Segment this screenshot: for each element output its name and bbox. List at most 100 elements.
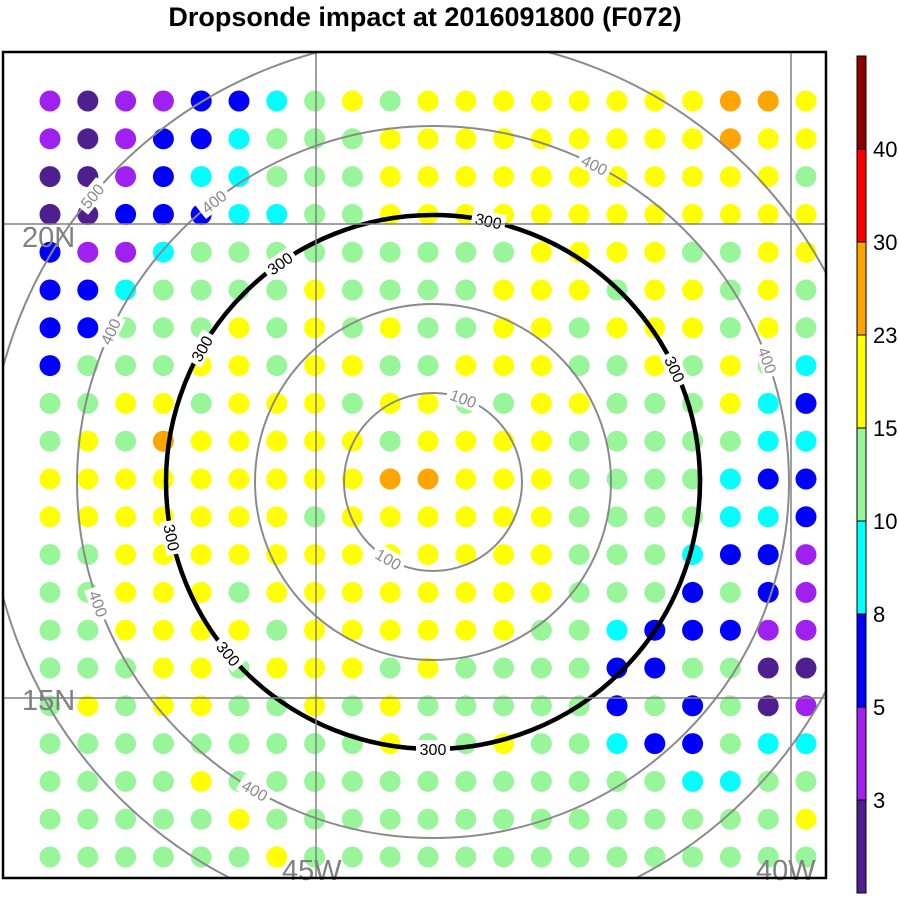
impact-dot bbox=[115, 166, 137, 188]
impact-dot bbox=[379, 166, 401, 188]
impact-dot bbox=[719, 166, 741, 188]
impact-dot bbox=[757, 695, 779, 717]
impact-dot bbox=[266, 317, 288, 339]
impact-dot bbox=[719, 619, 741, 641]
impact-dot bbox=[833, 695, 854, 716]
impact-dot bbox=[228, 506, 250, 528]
impact-dot bbox=[115, 733, 137, 755]
impact-dot bbox=[115, 90, 137, 112]
impact-dot bbox=[152, 657, 174, 679]
colorbar-label: 3 bbox=[873, 788, 885, 813]
impact-dot bbox=[190, 581, 212, 603]
impact-dot bbox=[379, 808, 401, 830]
impact-dot bbox=[304, 355, 326, 377]
impact-dot bbox=[77, 279, 99, 301]
impact-dot bbox=[606, 506, 628, 528]
impact-dot bbox=[304, 770, 326, 792]
impact-dot bbox=[606, 355, 628, 377]
impact-dot bbox=[493, 90, 515, 112]
impact-dot bbox=[795, 430, 817, 452]
impact-dot bbox=[833, 582, 854, 603]
impact-dot bbox=[115, 468, 137, 490]
impact-dot bbox=[606, 846, 628, 868]
impact-dot bbox=[606, 770, 628, 792]
impact-dot bbox=[833, 620, 854, 641]
impact-dot bbox=[455, 581, 477, 603]
impact-dot bbox=[190, 128, 212, 150]
impact-dot bbox=[39, 544, 61, 566]
contour-label: 400 bbox=[85, 589, 110, 620]
impact-dot bbox=[530, 430, 552, 452]
impact-dot bbox=[606, 619, 628, 641]
colorbar-bin bbox=[857, 521, 866, 614]
impact-dot bbox=[379, 657, 401, 679]
impact-dot bbox=[833, 242, 854, 263]
impact-dot bbox=[795, 619, 817, 641]
impact-dot bbox=[682, 279, 704, 301]
impact-dot bbox=[228, 392, 250, 414]
colorbar-bin bbox=[857, 614, 866, 707]
colorbar-bin bbox=[857, 428, 866, 521]
impact-dot bbox=[77, 90, 99, 112]
impact-dot bbox=[228, 317, 250, 339]
impact-dot bbox=[417, 392, 439, 414]
impact-dot bbox=[493, 619, 515, 641]
impact-dot bbox=[152, 203, 174, 225]
impact-dot bbox=[757, 90, 779, 112]
impact-dot bbox=[682, 581, 704, 603]
impact-dot bbox=[644, 279, 666, 301]
impact-dot bbox=[833, 809, 854, 830]
impact-dot bbox=[530, 808, 552, 830]
impact-dot bbox=[531, 884, 552, 900]
impact-dot bbox=[77, 808, 99, 830]
impact-dot bbox=[115, 808, 137, 830]
impact-dot bbox=[77, 392, 99, 414]
impact-dot bbox=[682, 355, 704, 377]
lat-lon-grid bbox=[3, 52, 826, 878]
impact-dot bbox=[115, 619, 137, 641]
colorbar-label: 10 bbox=[873, 509, 897, 534]
impact-dot bbox=[152, 128, 174, 150]
impact-dot bbox=[833, 469, 854, 490]
impact-dot bbox=[493, 430, 515, 452]
impact-dot bbox=[380, 884, 401, 900]
impact-dot bbox=[39, 355, 61, 377]
impact-dot bbox=[795, 733, 817, 755]
impact-dot bbox=[190, 279, 212, 301]
impact-dot bbox=[417, 241, 439, 263]
impact-dot bbox=[379, 468, 401, 490]
impact-dot bbox=[719, 544, 741, 566]
colorbar-bin bbox=[857, 707, 866, 800]
impact-dot bbox=[795, 355, 817, 377]
impact-dot bbox=[682, 241, 704, 263]
impact-dot bbox=[606, 317, 628, 339]
impact-dot bbox=[493, 581, 515, 603]
impact-dot bbox=[795, 657, 817, 679]
impact-dot bbox=[115, 544, 137, 566]
impact-dot bbox=[379, 430, 401, 452]
impact-dot bbox=[304, 392, 326, 414]
impact-dot bbox=[493, 808, 515, 830]
impact-dot bbox=[493, 770, 515, 792]
impact-dot bbox=[833, 733, 854, 754]
lon-label-45w: 45W bbox=[282, 855, 342, 887]
impact-dot bbox=[757, 770, 779, 792]
impact-dot bbox=[455, 128, 477, 150]
impact-dot bbox=[115, 430, 137, 452]
impact-dot bbox=[190, 241, 212, 263]
impact-dot bbox=[757, 128, 779, 150]
impact-dot bbox=[417, 846, 439, 868]
impact-dot bbox=[304, 581, 326, 603]
impact-dot bbox=[682, 695, 704, 717]
impact-dot bbox=[152, 468, 174, 490]
impact-dot bbox=[530, 241, 552, 263]
impact-dot bbox=[568, 581, 590, 603]
impact-dot bbox=[39, 392, 61, 414]
impact-dot bbox=[39, 846, 61, 868]
impact-dot bbox=[341, 317, 363, 339]
impact-dot bbox=[682, 128, 704, 150]
impact-dot bbox=[757, 846, 779, 868]
impact-dot bbox=[115, 241, 137, 263]
impact-dot bbox=[833, 204, 854, 225]
impact-dot bbox=[833, 658, 854, 679]
